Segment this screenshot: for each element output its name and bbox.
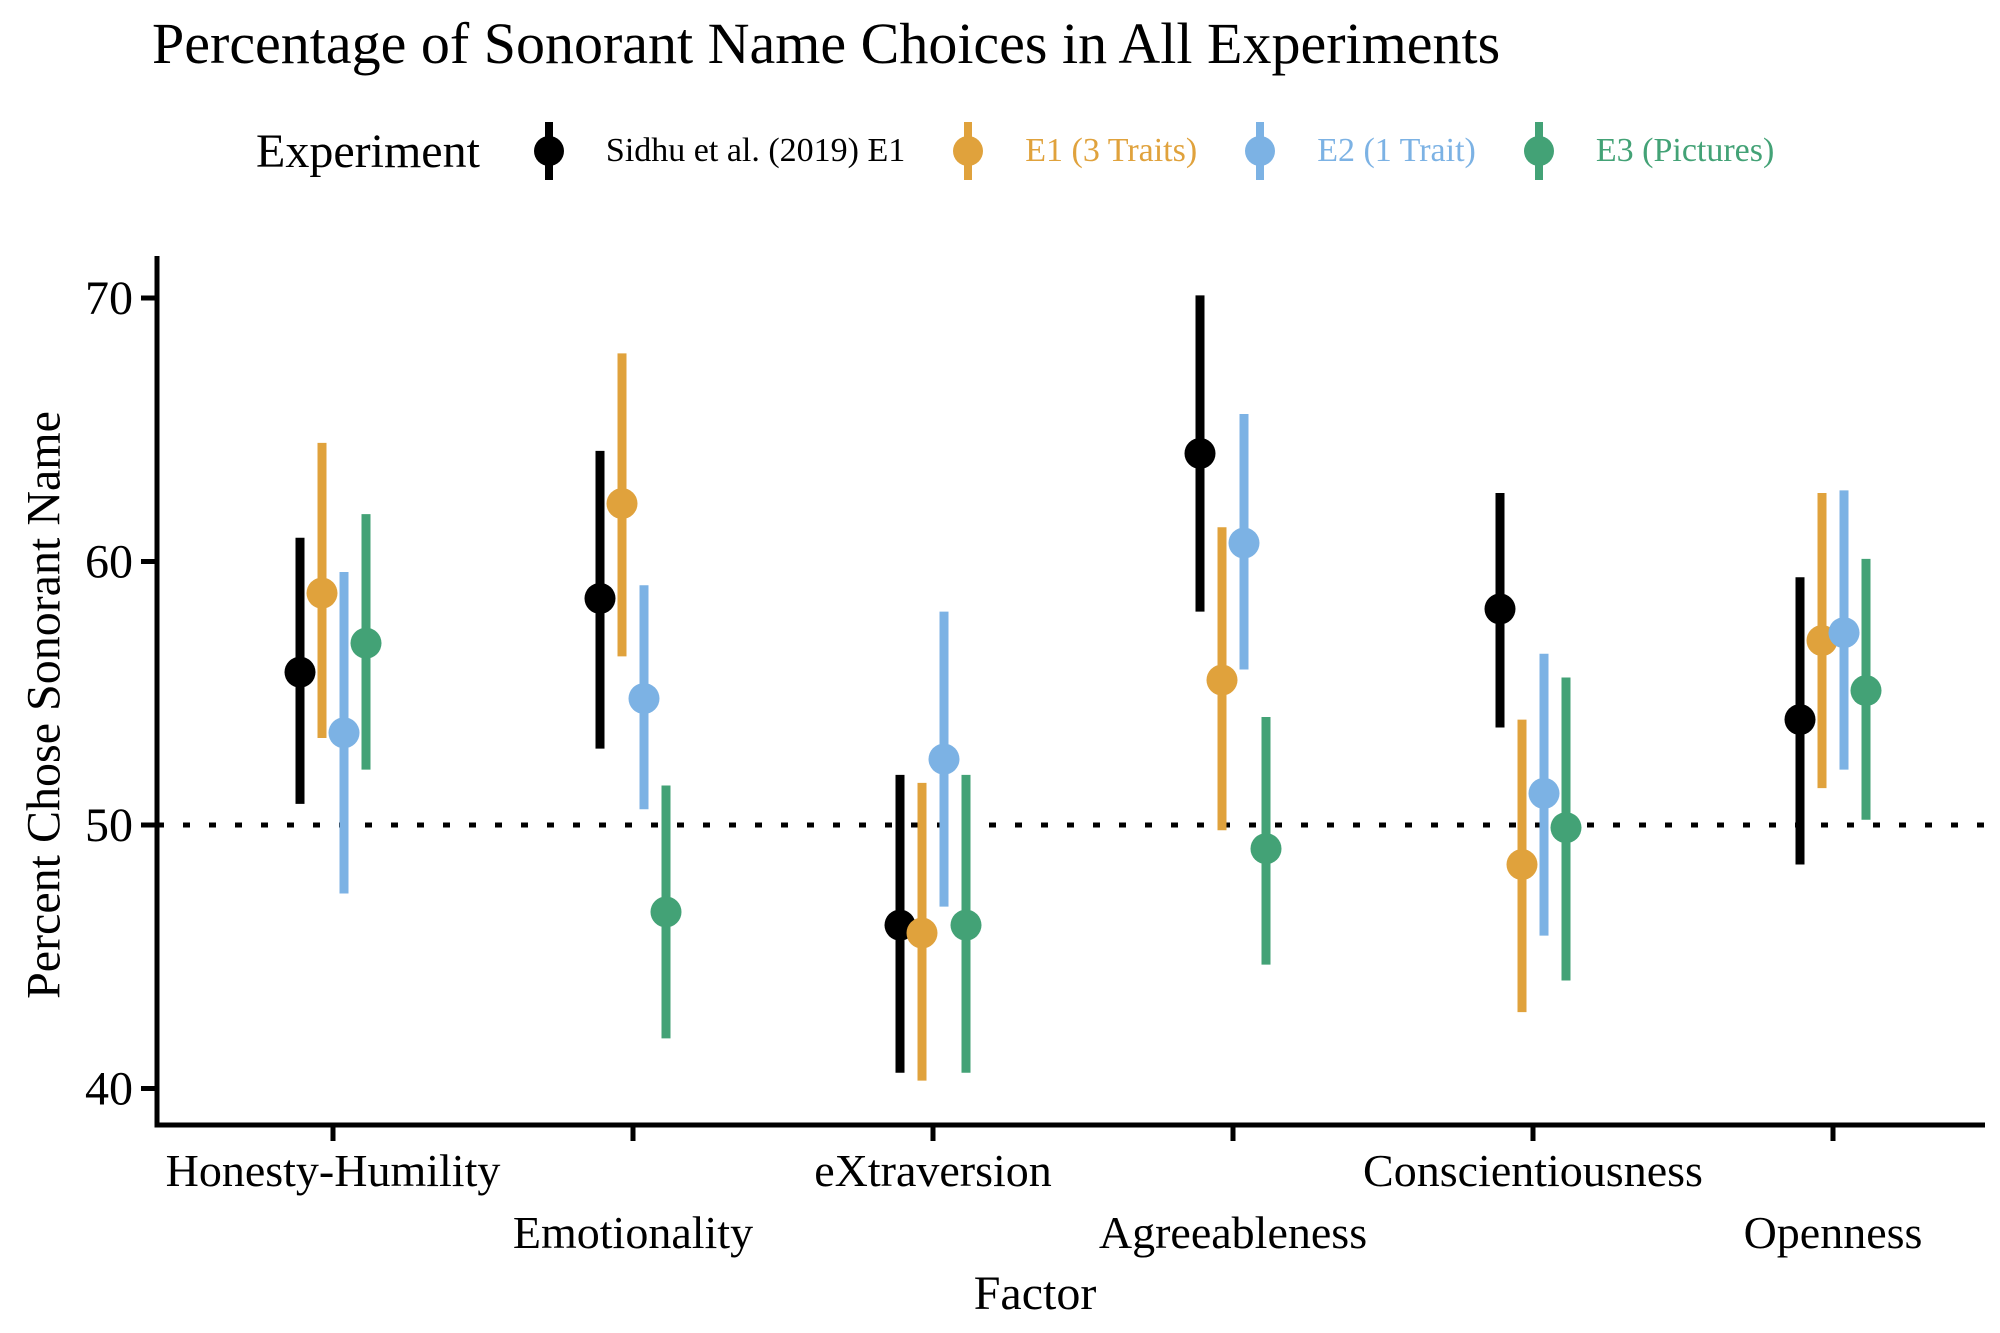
x-category-label: Emotionality bbox=[513, 1207, 753, 1258]
data-point bbox=[284, 656, 316, 688]
pointrange-key-icon bbox=[953, 122, 984, 180]
y-tick-label: 60 bbox=[85, 536, 133, 589]
legend-item: E1 (3 Traits) bbox=[953, 122, 1197, 180]
x-category-label: eXtraversion bbox=[814, 1145, 1052, 1196]
data-point bbox=[1484, 593, 1516, 625]
legend-item-label: E2 (1 Trait) bbox=[1317, 132, 1476, 169]
legend-item-label: E3 (Pictures) bbox=[1595, 132, 1775, 169]
data-point bbox=[1850, 675, 1882, 707]
legend-title: Experiment bbox=[256, 124, 480, 178]
data-point bbox=[306, 577, 338, 609]
data-point bbox=[1784, 704, 1816, 736]
data-point bbox=[1828, 617, 1860, 649]
legend: Experiment Sidhu et al. (2019) E1 E1 (3 … bbox=[256, 116, 1774, 186]
y-tick-label: 40 bbox=[85, 1063, 133, 1116]
x-category-label: Conscientiousness bbox=[1363, 1145, 1703, 1196]
data-point bbox=[350, 627, 382, 659]
data-point bbox=[928, 743, 960, 775]
chart-title: Percentage of Sonorant Name Choices in A… bbox=[152, 11, 1501, 76]
data-point bbox=[628, 683, 660, 715]
pointrange-key-icon bbox=[1245, 122, 1276, 180]
pointrange-key-icon bbox=[533, 122, 564, 180]
data-point bbox=[1228, 527, 1260, 559]
data-point bbox=[1506, 849, 1538, 881]
y-tick-label: 50 bbox=[85, 799, 133, 852]
data-point bbox=[584, 582, 616, 614]
x-category-label: Honesty-Humility bbox=[166, 1145, 501, 1196]
data-point bbox=[1250, 833, 1282, 865]
data-point bbox=[1550, 812, 1582, 844]
data-point bbox=[950, 909, 982, 941]
legend-item: E3 (Pictures) bbox=[1523, 122, 1775, 180]
data-point bbox=[1184, 437, 1216, 469]
data-point bbox=[606, 488, 638, 520]
x-category-label: Agreeableness bbox=[1099, 1207, 1367, 1258]
x-axis-title: Factor bbox=[973, 1267, 1097, 1320]
pointrange-key-icon bbox=[1523, 122, 1554, 180]
x-category-label: Openness bbox=[1744, 1207, 1923, 1258]
data-point bbox=[1528, 777, 1560, 809]
legend-item: E2 (1 Trait) bbox=[1245, 122, 1476, 180]
legend-item: Sidhu et al. (2019) E1 bbox=[533, 122, 906, 180]
data-point bbox=[328, 717, 360, 749]
data-point bbox=[650, 896, 682, 928]
legend-item-label: Sidhu et al. (2019) E1 bbox=[605, 132, 906, 169]
y-tick-label: 70 bbox=[85, 272, 133, 325]
legend-item-label: E1 (3 Traits) bbox=[1025, 132, 1198, 169]
data-point bbox=[906, 917, 938, 949]
data-point bbox=[1206, 664, 1238, 696]
